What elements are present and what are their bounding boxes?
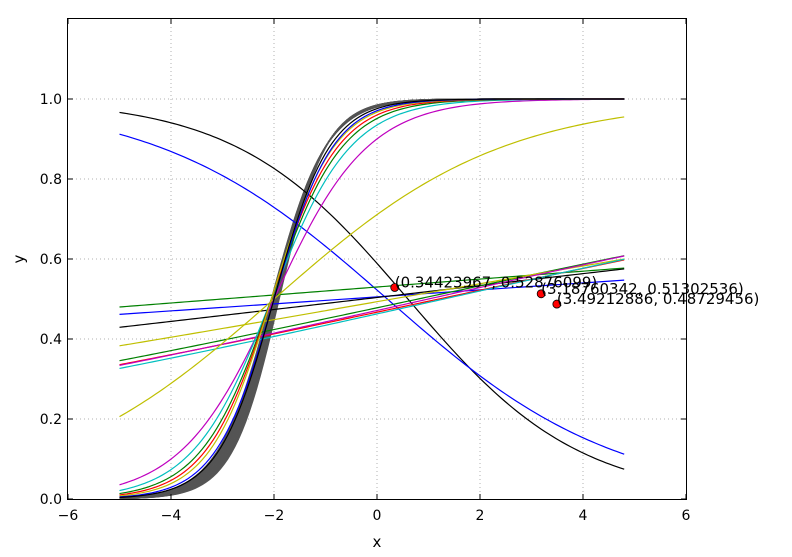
x-tick-label: 2	[476, 508, 485, 524]
series-line-17	[119, 98, 625, 499]
point-marker-2	[552, 299, 562, 309]
annotated-points: (0.34423967, 0.52876099)(3.18760342, 0.5…	[390, 273, 760, 309]
series-line-10	[119, 116, 625, 418]
point-label-1: (3.18760342, 0.51302536)	[541, 280, 744, 298]
x-tick-label: 0	[373, 508, 382, 524]
series-lines	[119, 98, 625, 499]
y-tick-label: 0.0	[40, 492, 62, 508]
series-line-0	[119, 111, 625, 470]
y-axis-label: y	[10, 254, 28, 263]
series-line-9	[119, 258, 625, 370]
plot-frame	[67, 18, 687, 500]
y-tick-label: 0.8	[40, 172, 62, 188]
series-line-11	[119, 98, 625, 486]
y-tick-label: 0.2	[40, 412, 62, 428]
series-line-6	[119, 258, 625, 347]
x-tick-label: −4	[161, 508, 182, 524]
series-line-3	[119, 279, 625, 315]
x-axis-label: x	[373, 533, 382, 551]
y-tick-label: 0.6	[40, 252, 62, 268]
x-tick-label: −2	[264, 508, 285, 524]
series-line-8	[119, 255, 625, 366]
x-tick-label: 4	[579, 508, 588, 524]
x-tick-label: −6	[58, 508, 79, 524]
point-marker-0	[390, 283, 400, 292]
axis-ticks: −6 −4 −2 0 2 4 6 0.0 0.2 0.4 0.6 0.8 1.0	[40, 19, 691, 524]
point-label-0: (0.34423967, 0.52876099)	[395, 273, 598, 291]
x-tick-label: 6	[682, 508, 691, 524]
y-tick-label: 1.0	[40, 92, 62, 108]
y-tick-label: 0.4	[40, 332, 62, 348]
point-marker-1	[536, 289, 546, 299]
series-line-1	[119, 133, 625, 455]
series-line-4	[119, 268, 625, 328]
point-label-2: (3.49212886, 0.48729456)	[557, 290, 760, 308]
